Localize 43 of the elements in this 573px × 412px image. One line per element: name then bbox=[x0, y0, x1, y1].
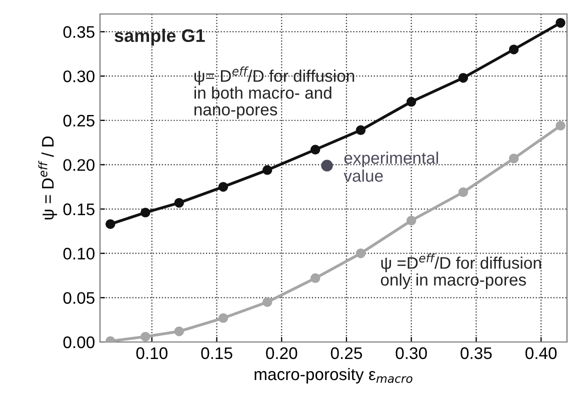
point bbox=[140, 208, 150, 218]
x-tick-label: 0.35 bbox=[460, 347, 492, 360]
point bbox=[310, 273, 320, 284]
point bbox=[508, 44, 519, 54]
point bbox=[556, 120, 566, 131]
point bbox=[458, 187, 468, 198]
x-tick-label: 0.30 bbox=[396, 347, 427, 360]
y-tick-label: 0.20 bbox=[63, 159, 94, 171]
y-tick-label: 0.30 bbox=[63, 70, 94, 82]
x-tick-label: 0.10 bbox=[136, 347, 168, 360]
x-tick-label: 0.20 bbox=[266, 347, 298, 360]
x-axis-title: macro-porosity ε$_{macro}$ bbox=[254, 368, 412, 384]
point bbox=[262, 297, 272, 307]
y-tick-label: 0.00 bbox=[63, 336, 94, 348]
y-axis-title: ψ = D$^{eff}$ / D bbox=[38, 136, 58, 220]
point bbox=[356, 248, 366, 258]
point bbox=[508, 154, 519, 164]
y-tick-label: 0.15 bbox=[63, 203, 94, 216]
point bbox=[356, 125, 366, 135]
point bbox=[406, 216, 416, 226]
annotation: sample G1 bbox=[114, 28, 205, 46]
y-tick-label: 0.25 bbox=[63, 114, 94, 127]
point bbox=[321, 160, 333, 172]
point bbox=[218, 313, 228, 323]
point bbox=[174, 326, 184, 336]
point bbox=[406, 96, 416, 107]
annotation: ψ= D$^{eff}$/D for diffusion in both macro- and nano-pores bbox=[194, 66, 354, 119]
y-tick-label: 0.35 bbox=[63, 26, 94, 38]
x-tick-label: 0.15 bbox=[201, 347, 232, 360]
y-tick-label: 0.10 bbox=[63, 248, 94, 260]
point bbox=[140, 332, 150, 342]
annotation: ψ =D$^{eff}$/D for diffusion only in macro-pores bbox=[380, 253, 541, 290]
point bbox=[174, 198, 184, 208]
x-tick-label: 0.25 bbox=[330, 347, 362, 360]
point bbox=[218, 182, 228, 192]
y-tick-label: 0.05 bbox=[63, 292, 94, 304]
point bbox=[458, 72, 468, 83]
point bbox=[262, 165, 272, 175]
point bbox=[556, 18, 566, 28]
point bbox=[310, 144, 320, 154]
series-label: experimental value bbox=[344, 152, 438, 182]
x-tick-label: 0.40 bbox=[525, 347, 557, 360]
point bbox=[106, 219, 116, 229]
